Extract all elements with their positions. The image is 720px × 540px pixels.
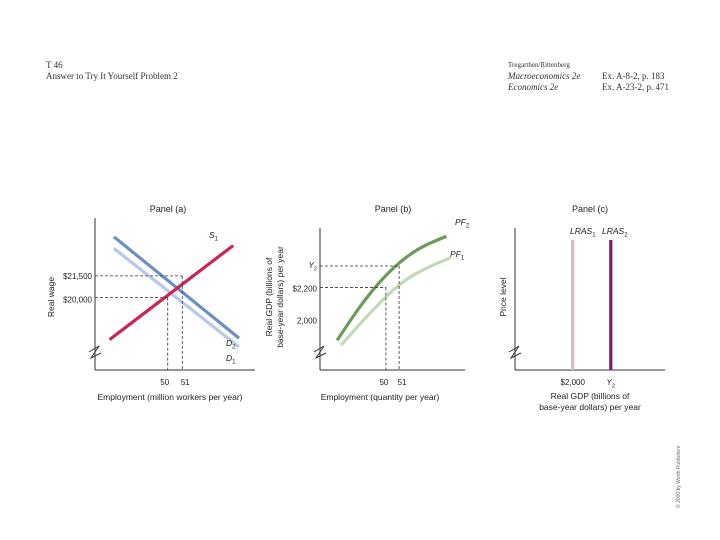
panel-b-title: Panel (b) [375,204,412,214]
book1-ref: Ex. A-8-2, p. 183 [602,71,665,81]
panel-c-xtick-2000: $2,000 [560,378,585,387]
panel-b-xtick-51: 51 [398,378,407,387]
production-function-pf2 [335,234,448,342]
label-s1: S1 [209,230,219,243]
panel-b-ylabel-1: Real GDP (billions of [264,257,274,336]
panel-a-xtick-51: 51 [181,378,190,387]
label-pf2: PF2 [455,217,470,230]
book2-ref: Ex. A-23-2, p. 471 [602,82,669,92]
label-d1: D1 [226,353,236,366]
panel-a-ytick-21500: $21,500 [63,272,92,281]
panel-a-axis-break [88,345,102,360]
panel-c-title: Panel (c) [572,204,608,214]
demand-curve-d1 [112,247,240,349]
book1-title: Macroeconomics 2e [508,71,581,81]
panel-a-title: Panel (a) [150,204,187,214]
textbook-reference: Tregarthen/Rittenberg Macroeconomics 2e … [508,60,688,93]
panel-b-xlabel: Employment (quantity per year) [321,392,440,402]
slide-header: T 46 Answer to Try It Yourself Problem 2 [46,60,178,82]
panel-c-axis-break [508,345,522,360]
panel-c-ylabel: Price level [498,277,508,316]
copyright: © 2000 by Worth Publishers [676,445,682,508]
label-pf1: PF1 [450,249,465,262]
panel-c-xlabel-1: Real GDP (billions of [551,391,630,401]
label-d2: D2 [226,338,236,351]
book2-title: Economics 2e [508,82,559,92]
panel-b-xtick-50: 50 [379,378,388,387]
label-lras1: LRAS1 [570,226,596,239]
reference-row-1: Macroeconomics 2e Ex. A-8-2, p. 183 [508,71,688,82]
panel-b-axis-break [313,345,327,360]
panel-b-ylabel-2: base-year dollars) per year [275,246,285,348]
panel-a-ylabel: Real wage [46,277,56,317]
production-function-pf1 [339,256,452,347]
slide-id: T 46 [46,60,63,70]
panel-b-ytick-2200: $2,200 [293,284,318,293]
panel-c-xlabel-2: base-year dollars) per year [539,402,641,412]
panel-b-ytick-y2: Y2 [308,261,317,273]
panel-a-ytick-20000: $20,000 [63,296,92,305]
panel-b-ytick-2000: 2,000 [297,316,318,325]
slide-title: Answer to Try It Yourself Problem 2 [46,71,178,81]
authors: Tregarthen/Rittenberg [508,61,570,69]
supply-curve-s1 [108,244,235,341]
panel-c-xtick-y2: Y2 [606,378,615,390]
panel-a-xtick-50: 50 [160,378,169,387]
panel-a-xlabel: Employment (million workers per year) [97,392,242,402]
label-lras2: LRAS2 [602,226,628,239]
reference-row-2: Economics 2e Ex. A-23-2, p. 471 [508,82,688,93]
